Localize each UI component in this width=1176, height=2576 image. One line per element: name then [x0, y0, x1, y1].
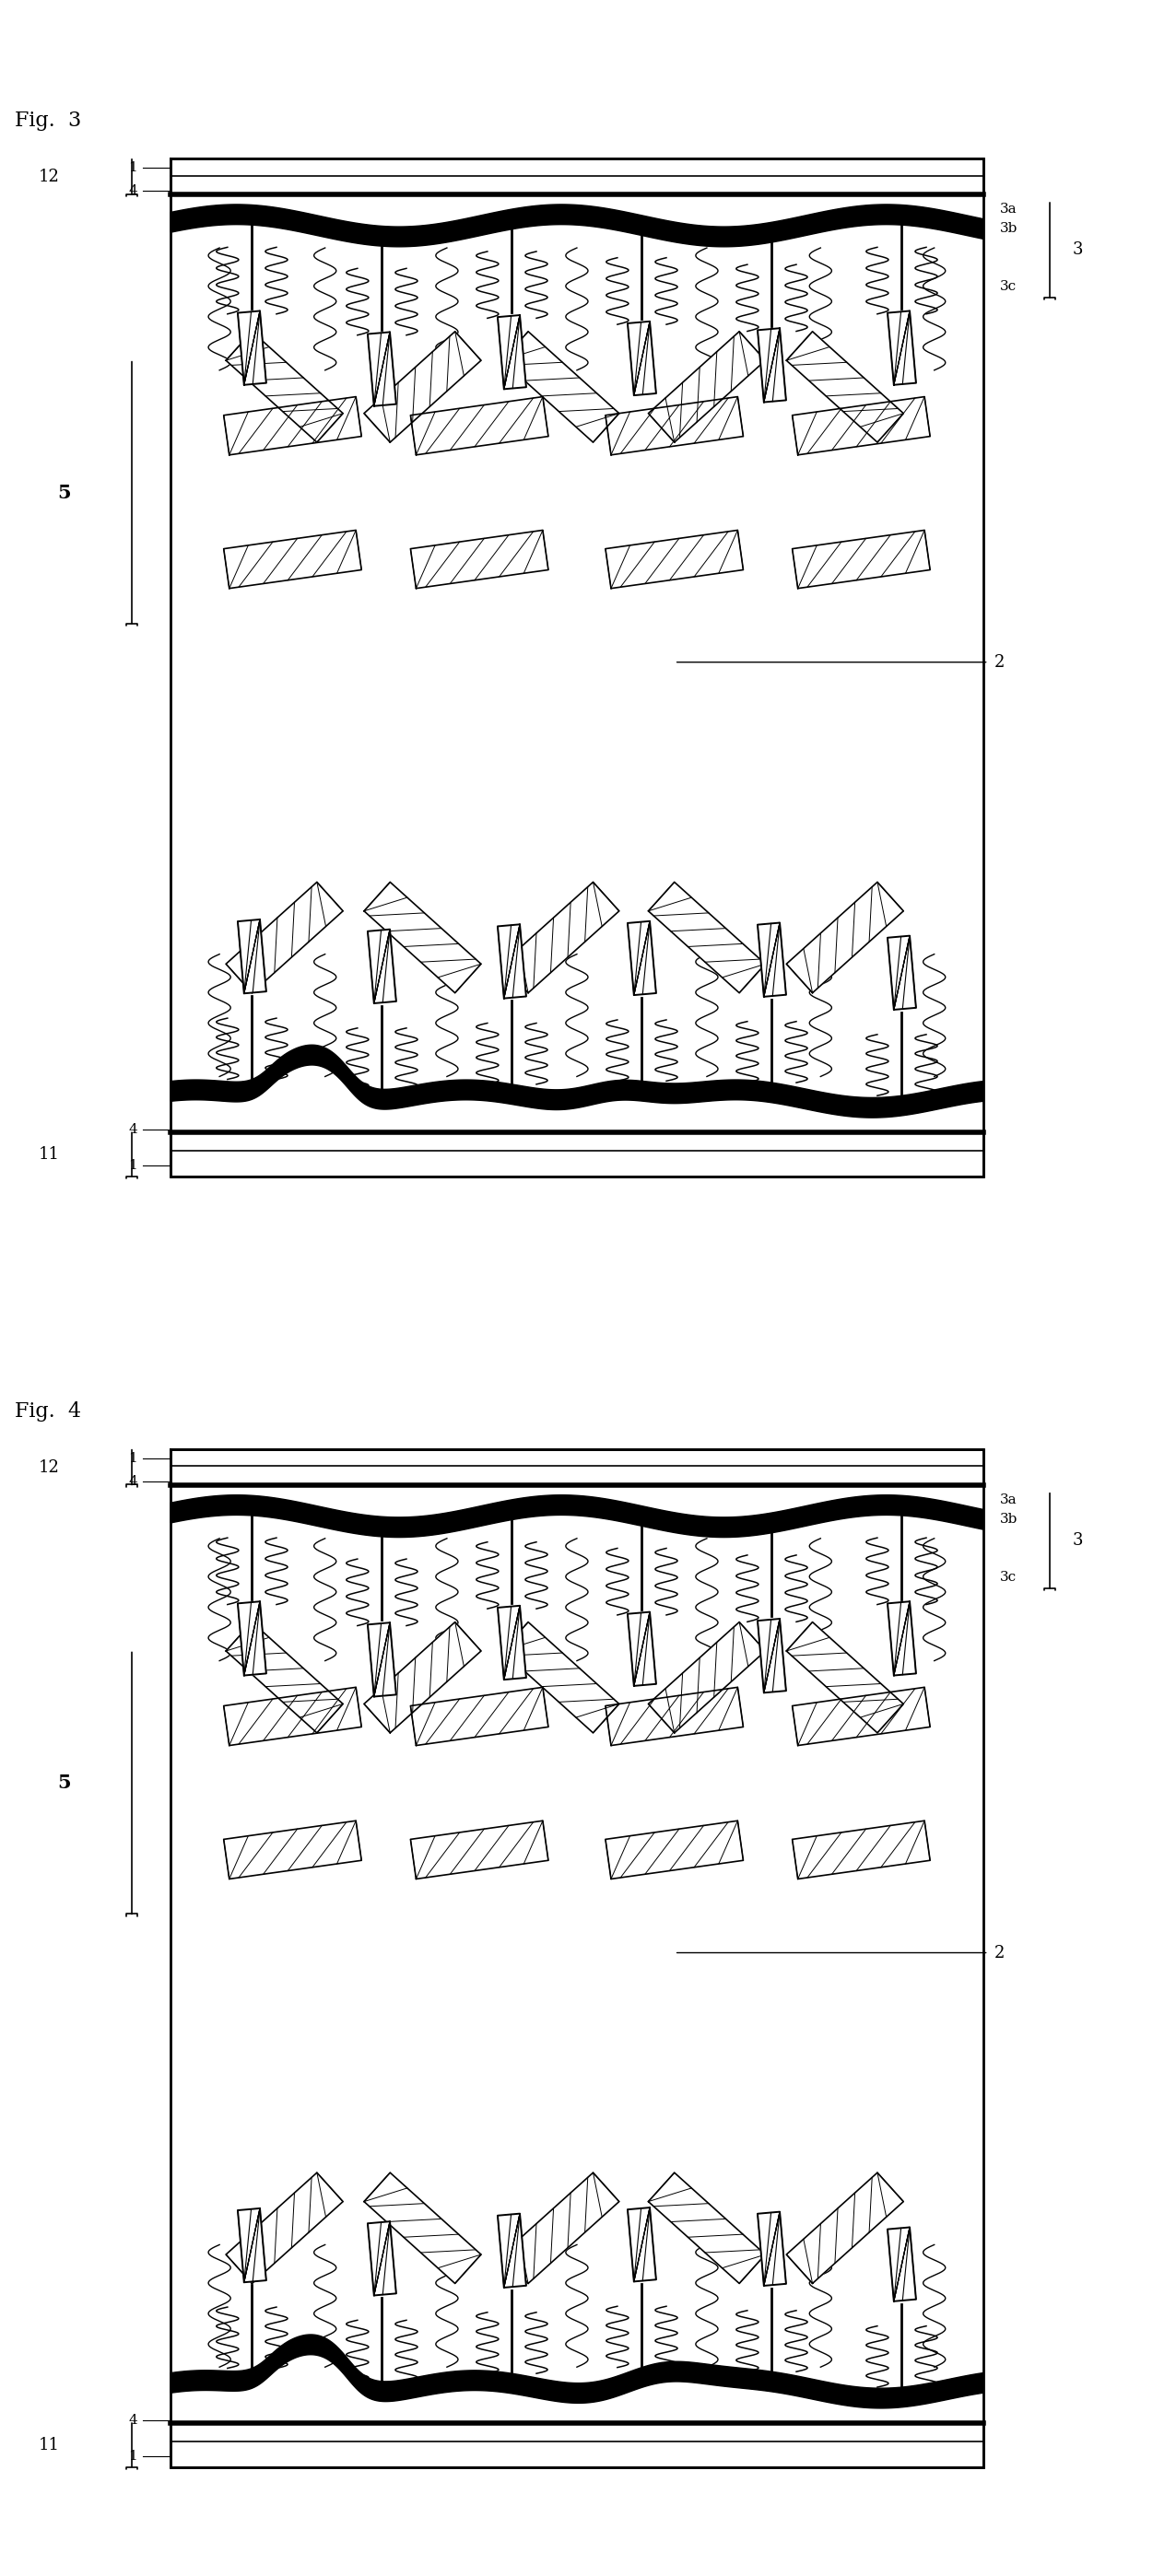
Polygon shape — [648, 1623, 766, 1734]
Polygon shape — [223, 1687, 361, 1747]
Polygon shape — [606, 1687, 743, 1747]
Polygon shape — [226, 332, 343, 443]
Polygon shape — [410, 1821, 548, 1878]
Polygon shape — [793, 531, 930, 587]
Polygon shape — [888, 935, 916, 1010]
Polygon shape — [497, 314, 526, 389]
Polygon shape — [757, 1618, 786, 1692]
Polygon shape — [238, 2208, 266, 2282]
Text: 3a: 3a — [1000, 1494, 1017, 1507]
Polygon shape — [793, 1821, 930, 1878]
Text: 3: 3 — [1073, 1533, 1083, 1548]
Polygon shape — [238, 1602, 266, 1674]
Polygon shape — [757, 2213, 786, 2285]
Text: 3b: 3b — [1000, 222, 1017, 234]
Polygon shape — [223, 397, 361, 456]
Polygon shape — [793, 397, 930, 456]
Polygon shape — [502, 332, 619, 443]
Text: Fig.  3: Fig. 3 — [15, 111, 81, 131]
Polygon shape — [365, 881, 481, 992]
Text: 1: 1 — [128, 2450, 138, 2463]
Text: 1: 1 — [128, 1453, 138, 1466]
Polygon shape — [368, 930, 396, 1002]
Polygon shape — [502, 1623, 619, 1734]
Text: 3: 3 — [1073, 242, 1083, 258]
Polygon shape — [648, 2172, 766, 2282]
Text: 2: 2 — [994, 1945, 1004, 1960]
Polygon shape — [757, 922, 786, 997]
Text: 4: 4 — [128, 2414, 138, 2427]
Polygon shape — [410, 531, 548, 587]
Polygon shape — [502, 2172, 619, 2282]
Polygon shape — [497, 2213, 526, 2287]
Polygon shape — [787, 1623, 903, 1734]
Polygon shape — [171, 1046, 983, 1118]
Text: 11: 11 — [39, 2437, 60, 2452]
Text: 5: 5 — [58, 1775, 71, 1793]
Polygon shape — [368, 332, 396, 407]
Polygon shape — [787, 332, 903, 443]
Polygon shape — [787, 881, 903, 992]
Text: 3c: 3c — [1000, 281, 1016, 294]
Text: 12: 12 — [39, 167, 60, 185]
Polygon shape — [787, 2172, 903, 2282]
Polygon shape — [365, 1623, 481, 1734]
Text: 5: 5 — [58, 484, 71, 502]
Polygon shape — [502, 881, 619, 992]
Polygon shape — [888, 2228, 916, 2300]
Polygon shape — [410, 1687, 548, 1747]
Polygon shape — [223, 1821, 361, 1878]
Polygon shape — [365, 2172, 481, 2282]
Polygon shape — [628, 922, 656, 994]
Polygon shape — [368, 2221, 396, 2295]
Polygon shape — [171, 1494, 983, 1538]
Text: 4: 4 — [128, 185, 138, 198]
Polygon shape — [365, 332, 481, 443]
Polygon shape — [226, 1623, 343, 1734]
Polygon shape — [793, 1687, 930, 1747]
Polygon shape — [888, 312, 916, 384]
Polygon shape — [628, 1613, 656, 1685]
Polygon shape — [238, 920, 266, 994]
Polygon shape — [226, 881, 343, 992]
Polygon shape — [648, 881, 766, 992]
Polygon shape — [757, 327, 786, 402]
Polygon shape — [497, 1605, 526, 1680]
Polygon shape — [223, 531, 361, 587]
Polygon shape — [368, 1623, 396, 1698]
Text: 1: 1 — [128, 162, 138, 175]
Polygon shape — [171, 2334, 983, 2409]
Text: 12: 12 — [39, 1458, 60, 1476]
Polygon shape — [606, 397, 743, 456]
Polygon shape — [226, 2172, 343, 2282]
Polygon shape — [648, 332, 766, 443]
Text: 3a: 3a — [1000, 204, 1017, 216]
Text: 2: 2 — [994, 654, 1004, 670]
Text: 3c: 3c — [1000, 1571, 1016, 1584]
Polygon shape — [628, 2208, 656, 2282]
Polygon shape — [410, 397, 548, 456]
Text: Fig.  4: Fig. 4 — [15, 1401, 81, 1422]
Text: 11: 11 — [39, 1146, 60, 1162]
Polygon shape — [628, 322, 656, 394]
Text: 4: 4 — [128, 1476, 138, 1489]
Polygon shape — [606, 531, 743, 587]
Polygon shape — [238, 312, 266, 384]
Text: 4: 4 — [128, 1123, 138, 1136]
Polygon shape — [606, 1821, 743, 1878]
Polygon shape — [171, 204, 983, 247]
Polygon shape — [497, 925, 526, 999]
Polygon shape — [888, 1602, 916, 1674]
Text: 3b: 3b — [1000, 1512, 1017, 1525]
Text: 1: 1 — [128, 1159, 138, 1172]
